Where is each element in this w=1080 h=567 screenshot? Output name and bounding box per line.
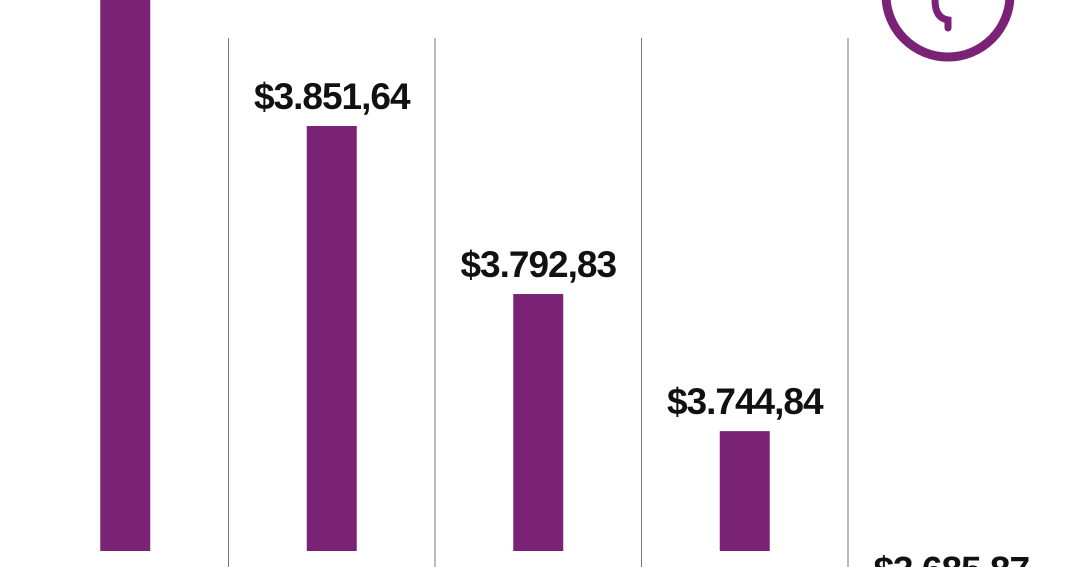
bars xyxy=(100,0,770,551)
bar xyxy=(513,294,564,551)
data-label: $3.744,84 xyxy=(667,381,824,422)
data-label: $3.851,64 xyxy=(254,76,411,117)
bar xyxy=(100,0,151,551)
data-label: $3.792,83 xyxy=(460,244,616,285)
bar xyxy=(719,431,770,551)
dollar-coin-icon xyxy=(881,0,1015,62)
data-label: $3.685,87 xyxy=(873,550,1029,567)
column-dividers xyxy=(228,38,849,567)
bar xyxy=(306,126,357,551)
value-labels: $3.851,64 $3.792,83 $3.744,84 $3.685,87 xyxy=(254,76,1030,567)
